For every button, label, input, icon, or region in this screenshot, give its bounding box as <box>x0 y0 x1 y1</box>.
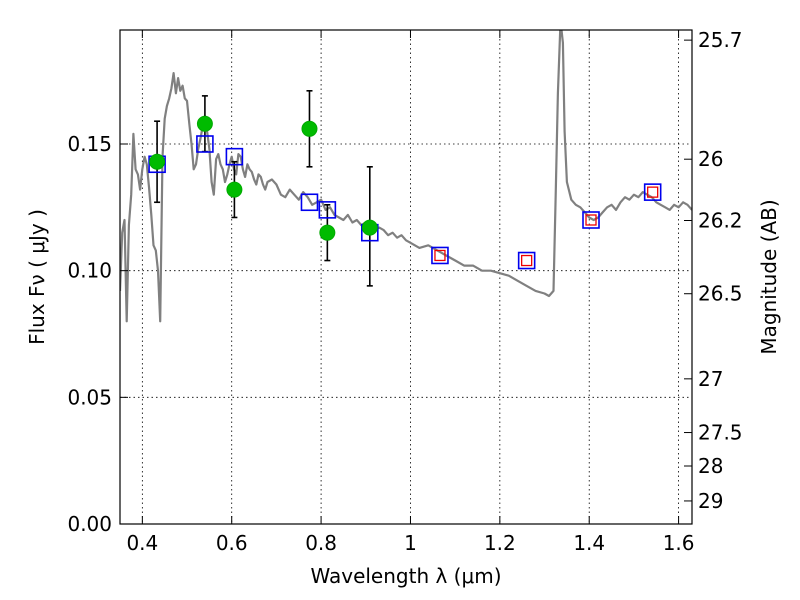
model-square-marker <box>318 201 337 219</box>
model-square-marker <box>225 147 244 166</box>
x-tick-label: 1.6 <box>663 531 695 555</box>
x-tick-label: 0.6 <box>216 531 248 555</box>
inner-square-marker <box>585 214 597 226</box>
y-axis-title: Flux Fν ( μJy ) <box>25 209 49 345</box>
x-tick-label: 1.4 <box>573 531 605 555</box>
right-tick-label: 26.5 <box>698 282 743 306</box>
observed-point <box>361 219 378 236</box>
axis-ticks: 0.4 0.6 0.8 1 1.2 1.4 1.6 0.00 0.05 0.10 0.15 25.7 2… <box>67 28 742 555</box>
model-square-marker <box>196 135 214 153</box>
x-tick-label: 1 <box>404 531 417 555</box>
observed-point <box>196 115 213 132</box>
right-tick-label: 26 <box>698 147 723 171</box>
observed-point <box>319 224 336 241</box>
model-square-marker <box>431 246 449 265</box>
model-square-marker <box>517 251 536 270</box>
right-tick-label: 28 <box>698 454 723 478</box>
plot-frame <box>119 29 693 525</box>
x-tick-label: 0.4 <box>126 531 158 555</box>
model-square-marker <box>300 193 319 212</box>
model-square-marker <box>582 211 600 229</box>
y-tick-label: 0.00 <box>67 512 112 536</box>
right-tick-label: 29 <box>698 489 723 513</box>
right-axis-title: Magnitude (AB) <box>757 199 781 354</box>
grid-lines <box>120 30 692 525</box>
model-square-marker <box>643 183 662 201</box>
x-tick-label: 1.2 <box>484 531 516 555</box>
y-tick-label: 0.15 <box>67 132 112 156</box>
right-tick-label: 27.5 <box>698 421 743 445</box>
right-tick-label: 25.7 <box>698 28 743 52</box>
x-axis-title: Wavelength λ (μm) <box>310 564 501 588</box>
right-tick-label: 26.2 <box>698 209 743 233</box>
model-spectrum-line <box>120 30 692 323</box>
inner-square-marker <box>521 254 533 267</box>
y-tick-label: 0.10 <box>67 259 112 283</box>
x-tick-label: 0.8 <box>305 531 337 555</box>
y-tick-label: 0.05 <box>67 385 112 409</box>
right-tick-label: 27 <box>698 367 723 391</box>
inner-square-marker <box>647 186 659 198</box>
inner-square-marker <box>434 249 446 262</box>
plot-area <box>120 30 692 323</box>
observed-point <box>301 120 318 137</box>
observed-point <box>226 181 243 198</box>
observed-point <box>149 153 166 170</box>
